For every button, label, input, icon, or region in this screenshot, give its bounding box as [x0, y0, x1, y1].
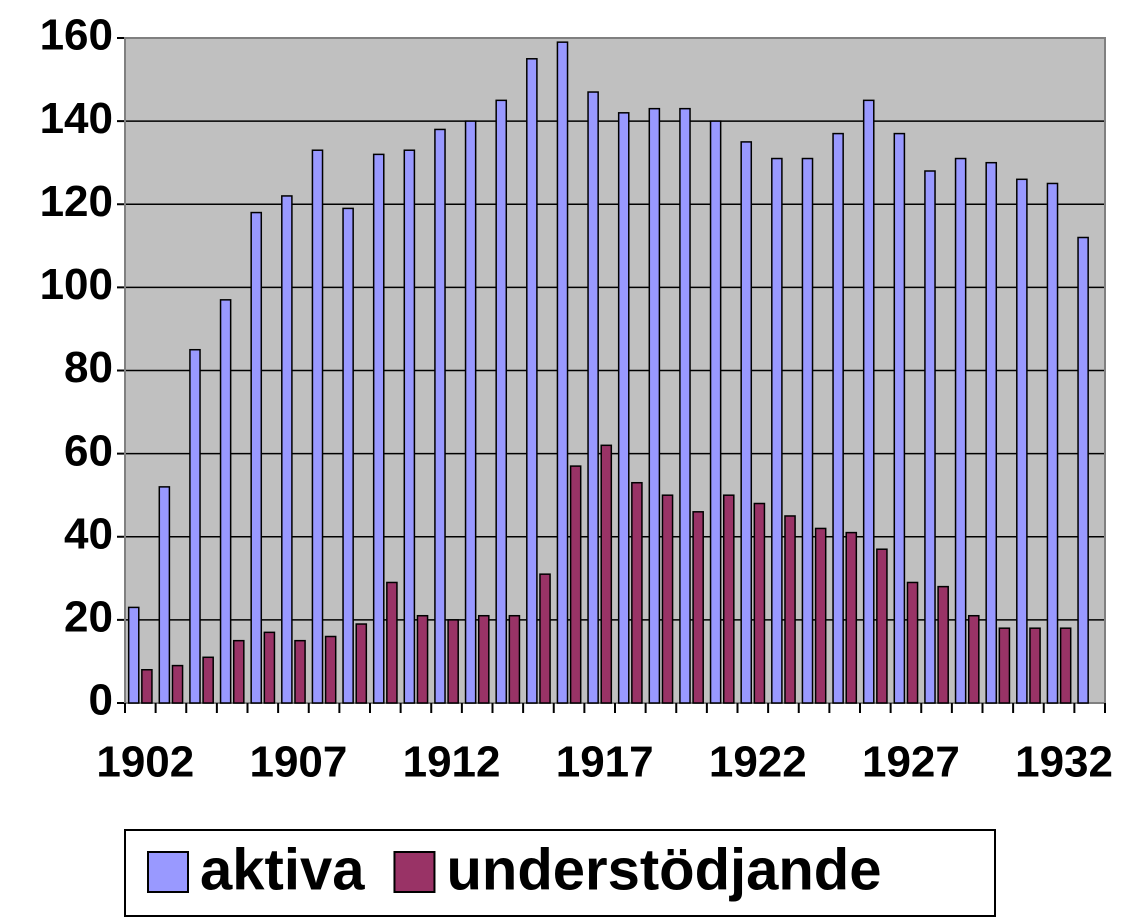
legend-label: understödjande [446, 837, 881, 902]
bar [998, 627, 1011, 704]
bar [141, 669, 153, 704]
y-tick-label: 40 [64, 509, 113, 558]
bar [845, 531, 858, 704]
x-tick-label: 1912 [403, 738, 501, 787]
legend-label: aktiva [200, 837, 365, 902]
bar [631, 481, 643, 704]
bar [937, 585, 949, 704]
bar [342, 207, 354, 704]
y-tick-label: 20 [64, 593, 113, 642]
bar [692, 511, 704, 704]
bar [189, 348, 201, 704]
y-tick-label: 100 [40, 260, 113, 309]
bar [355, 623, 368, 704]
bar [526, 58, 538, 704]
bar [1077, 236, 1089, 704]
bar [876, 548, 888, 704]
bar [158, 486, 171, 704]
bar [464, 120, 477, 704]
y-tick-label: 140 [40, 94, 113, 143]
bar [784, 515, 796, 704]
y-tick-label: 0 [89, 676, 113, 725]
bar [508, 614, 521, 704]
y-tick-label: 120 [40, 177, 113, 226]
bar [127, 606, 140, 704]
y-tick-label: 60 [64, 426, 113, 475]
bar [906, 581, 919, 704]
bar [801, 157, 814, 704]
bar [832, 132, 844, 704]
bar [954, 157, 967, 704]
x-tick-label: 1907 [249, 738, 347, 787]
bar [1046, 182, 1059, 704]
bar [294, 639, 306, 704]
bar [219, 299, 232, 704]
bar [967, 614, 980, 704]
bar [250, 211, 263, 704]
y-tick-label: 160 [40, 11, 113, 60]
bar [587, 91, 599, 704]
bar [661, 494, 674, 704]
legend-swatch [147, 851, 189, 893]
bar [814, 527, 827, 704]
bar [281, 195, 293, 704]
bar [722, 494, 735, 704]
bar [232, 639, 245, 704]
bar [679, 107, 691, 704]
x-tick-label: 1902 [96, 738, 194, 787]
bar [539, 573, 551, 704]
bar [648, 107, 661, 704]
bar [311, 149, 324, 704]
legend-swatch [393, 851, 436, 893]
y-tick-label: 80 [64, 343, 113, 392]
bar [386, 581, 398, 704]
legend-box [124, 829, 996, 917]
bar [600, 444, 613, 704]
bar [447, 619, 459, 704]
x-tick-label: 1917 [556, 738, 654, 787]
bar [495, 99, 508, 704]
bar [324, 635, 337, 704]
bar [753, 502, 766, 704]
bar [617, 112, 630, 704]
bar [862, 99, 875, 704]
bar [1059, 627, 1072, 704]
bar [477, 614, 490, 704]
x-tick-label: 1927 [862, 738, 960, 787]
bar [202, 656, 214, 704]
bar [709, 120, 722, 704]
x-tick-label: 1922 [709, 738, 807, 787]
bar [569, 465, 582, 704]
x-tick-label: 1932 [1015, 738, 1113, 787]
bar [263, 631, 276, 704]
bar [1016, 178, 1028, 704]
bar [416, 614, 429, 704]
bar [893, 132, 906, 704]
bar [740, 141, 753, 704]
bar [434, 128, 446, 704]
bar [771, 157, 783, 704]
bar [1029, 627, 1041, 704]
bar [985, 161, 998, 704]
bar [556, 41, 569, 704]
bar [924, 170, 936, 704]
bar [372, 153, 385, 704]
bar [403, 149, 416, 704]
bar [171, 664, 184, 704]
